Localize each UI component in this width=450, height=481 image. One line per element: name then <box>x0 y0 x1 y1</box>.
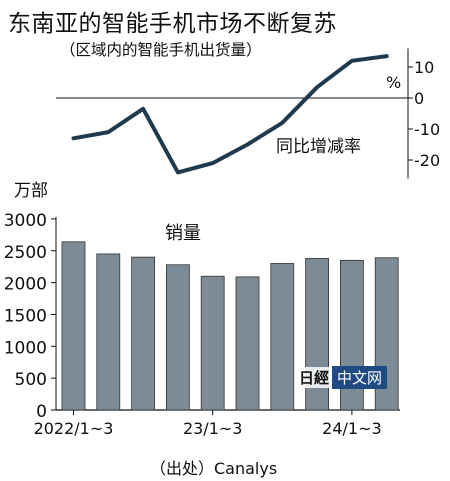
growth-rate-point <box>176 170 180 174</box>
watermark-logo: 日經 <box>296 366 333 388</box>
bar-series-label: 销量 <box>165 223 201 244</box>
growth-rate-series-line <box>71 54 389 175</box>
growth-rate-point <box>106 130 110 134</box>
growth-rate-point <box>71 136 76 140</box>
sales-bar <box>131 256 156 411</box>
line-y-tick-label: -10 <box>414 120 440 139</box>
bar-y-unit: 万部 <box>14 181 48 201</box>
line-y-tick-label: 0 <box>414 89 424 108</box>
bar-x-tick-label: 23/1~3 <box>183 419 243 438</box>
growth-rate-point <box>211 161 215 165</box>
line-y-unit: % <box>386 73 401 92</box>
bar-y-tick-label: 1500 <box>4 306 47 326</box>
growth-rate-point <box>245 142 250 147</box>
sales-bar <box>96 253 121 411</box>
growth-rate-point <box>350 59 354 63</box>
growth-rate-point <box>385 54 389 58</box>
source-note: （出处）Canalys <box>150 459 278 478</box>
growth-rate-point <box>315 85 319 89</box>
sales-bar <box>270 263 295 411</box>
bar-y-tick-label: 500 <box>15 370 47 390</box>
sales-bar <box>200 275 225 411</box>
bar-y-tick-label: 2500 <box>4 243 47 263</box>
bar-y-tick-label: 0 <box>36 402 47 422</box>
bar-y-tick-label: 3000 <box>4 211 47 231</box>
line-series-label: 同比增减率 <box>276 137 361 157</box>
bar-y-tick-label: 1000 <box>4 338 47 358</box>
sales-bar <box>235 276 260 411</box>
growth-rate-point <box>280 121 284 125</box>
watermark: 日經 中文网 <box>296 365 388 389</box>
sales-bar <box>165 264 190 411</box>
bar-x-tick-label: 24/1~3 <box>322 419 382 438</box>
chart-title: 东南亚的智能手机市场不断复苏 <box>8 11 337 37</box>
line-y-tick-label: 10 <box>414 58 434 77</box>
growth-rate-line-chart: 10 0 -10 -20% 同比增减率 <box>56 48 440 179</box>
watermark-text: 中文网 <box>332 365 388 389</box>
chart-subtitle: （区域内的智能手机出货量） <box>60 41 262 59</box>
sales-bar <box>61 241 86 411</box>
bar-x-tick-label: 2022/1~3 <box>34 419 114 438</box>
line-y-tick-label: -20 <box>414 151 440 170</box>
bar-y-tick-label: 2000 <box>4 275 47 295</box>
growth-rate-point <box>141 107 145 111</box>
